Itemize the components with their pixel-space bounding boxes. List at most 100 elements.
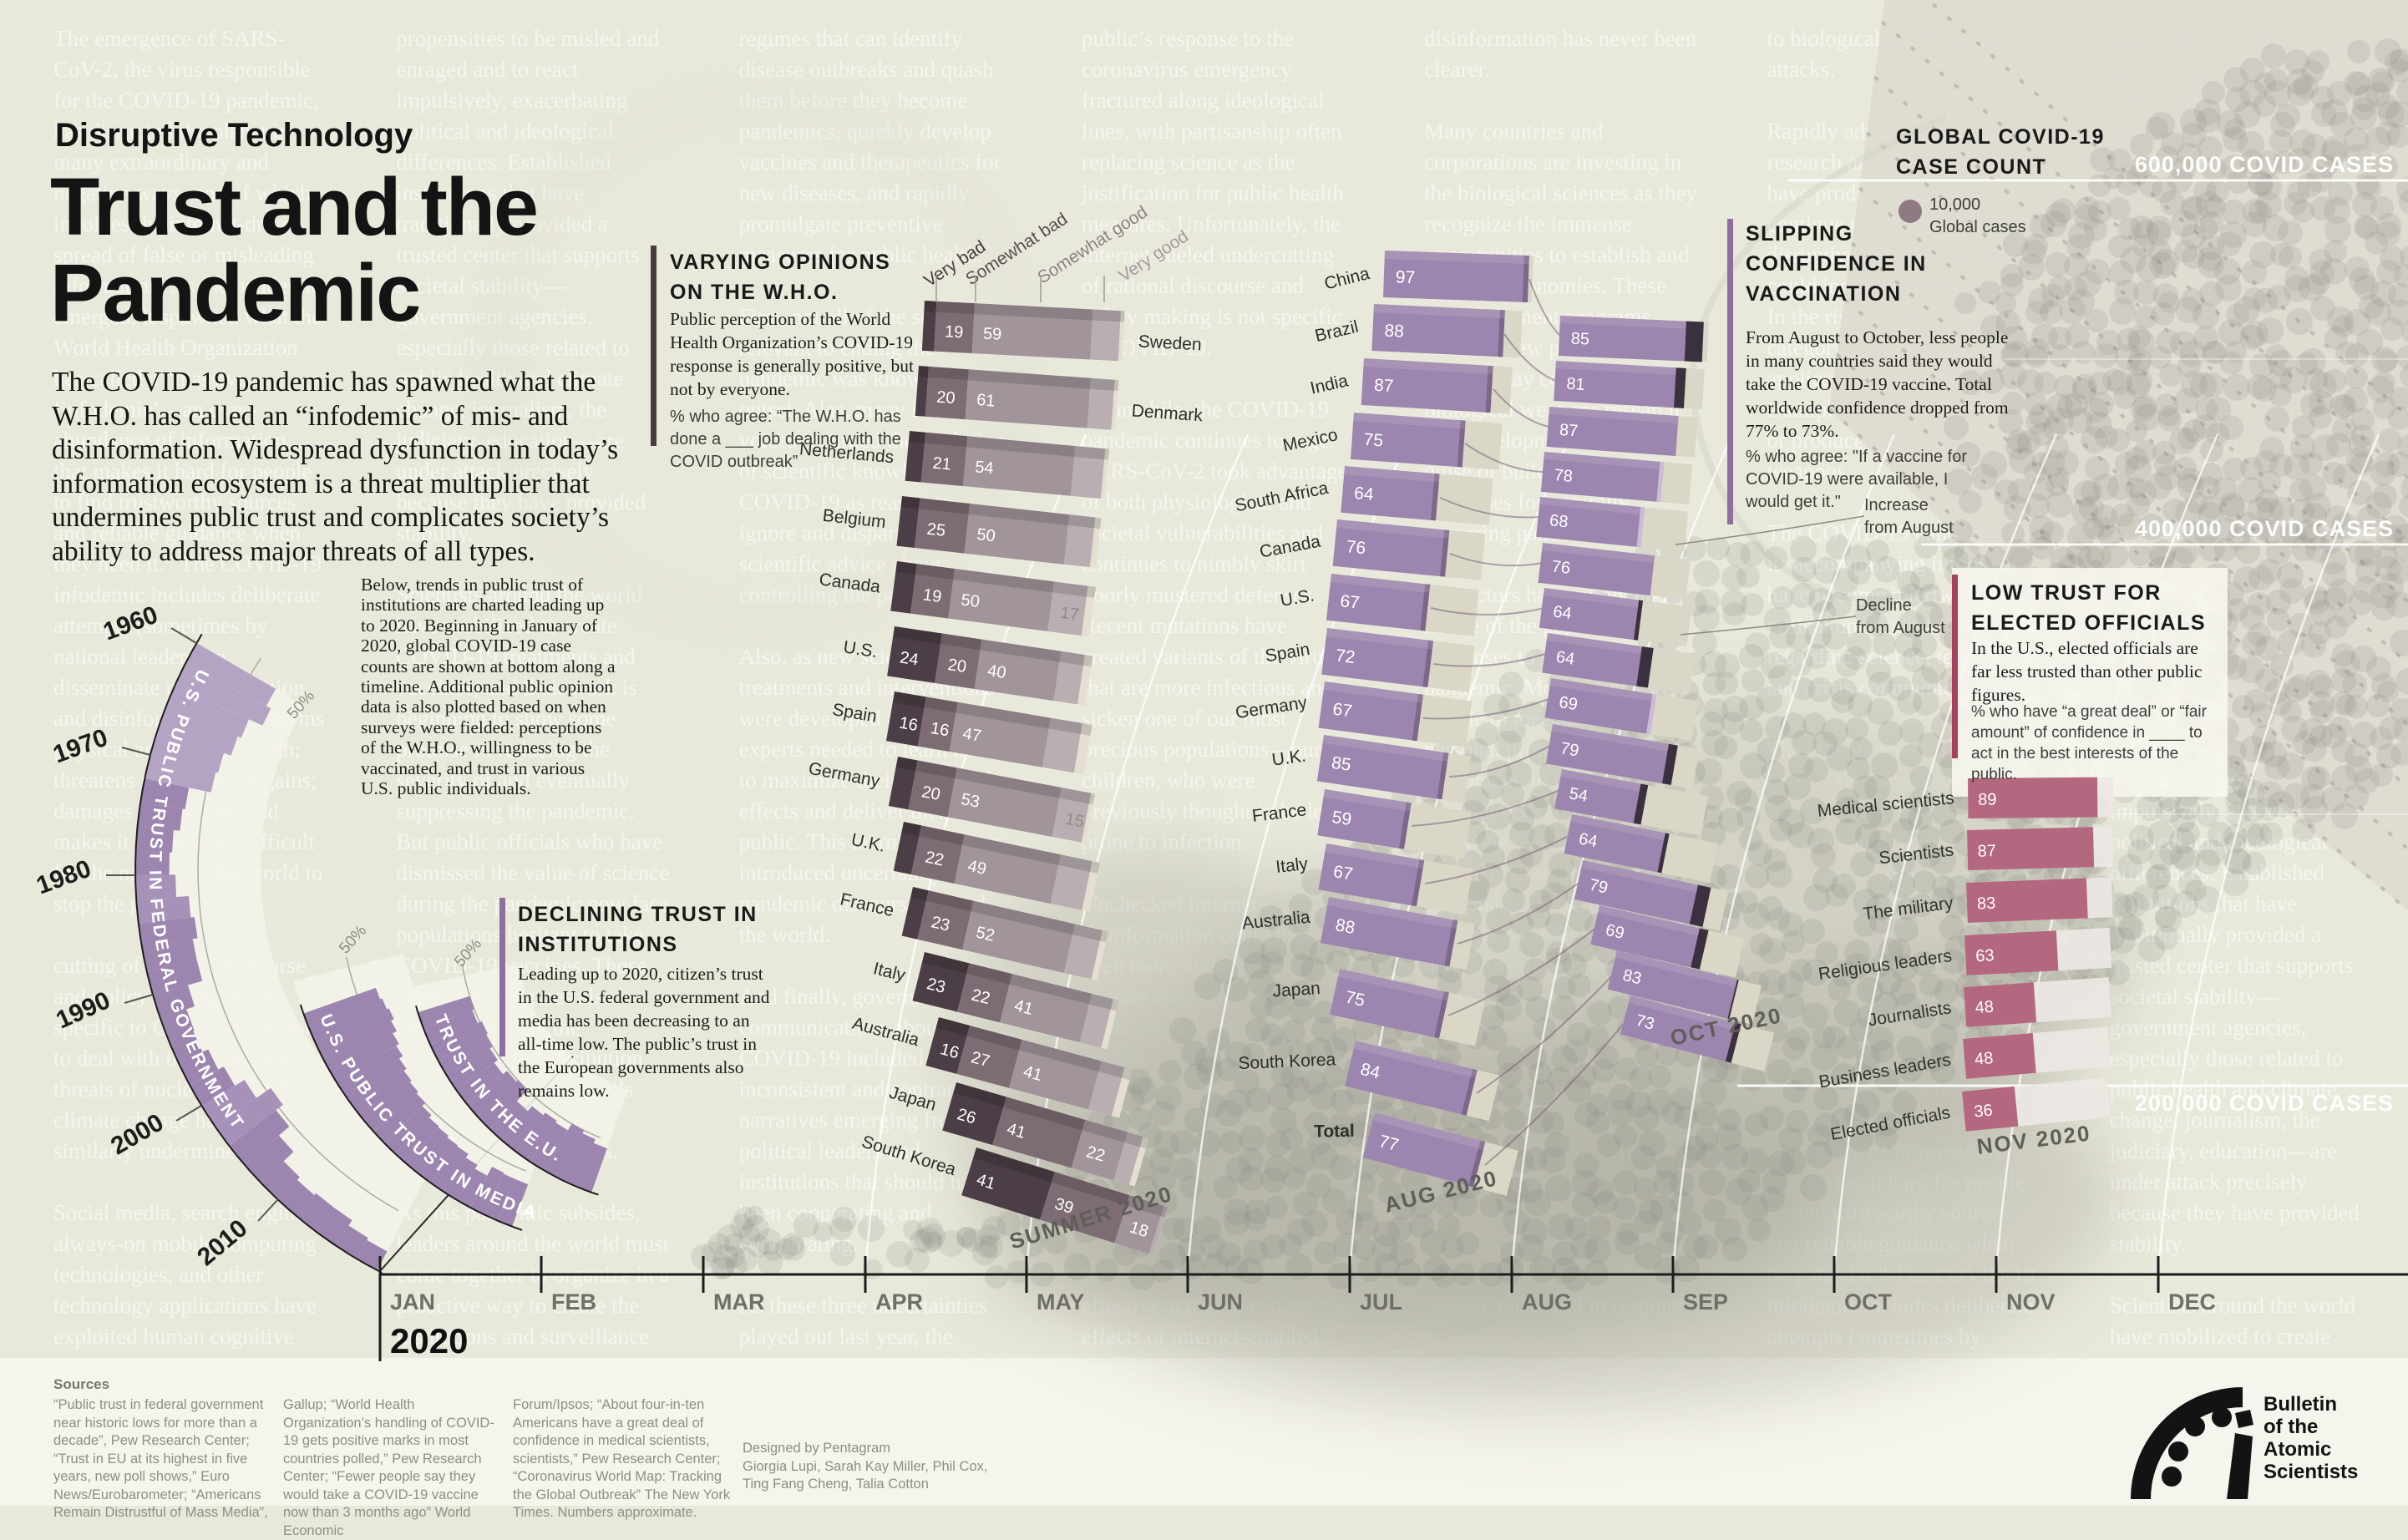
- svg-text:23: 23: [925, 975, 947, 997]
- svg-text:16: 16: [929, 719, 951, 740]
- svg-text:FEB: FEB: [551, 1289, 596, 1315]
- svg-text:64: 64: [1577, 829, 1599, 851]
- svg-text:78: 78: [1554, 466, 1574, 486]
- svg-text:NOV: NOV: [2006, 1289, 2056, 1315]
- svg-text:1990: 1990: [52, 986, 114, 1034]
- svg-text:50%: 50%: [336, 922, 370, 957]
- svg-text:52: 52: [974, 924, 996, 945]
- svg-text:19: 19: [922, 585, 943, 606]
- svg-text:24: 24: [899, 648, 920, 669]
- svg-text:Australia: Australia: [850, 1014, 921, 1051]
- svg-text:50: 50: [960, 590, 981, 611]
- svg-text:83: 83: [1621, 966, 1644, 989]
- svg-text:16: 16: [898, 714, 920, 735]
- svg-text:Sweden: Sweden: [1138, 332, 1202, 354]
- svg-text:48: 48: [1974, 1049, 1994, 1069]
- svg-text:53: 53: [960, 790, 981, 812]
- svg-text:20: 20: [920, 783, 942, 804]
- svg-text:89: 89: [1978, 791, 1996, 809]
- svg-text:Canada: Canada: [1258, 532, 1322, 562]
- svg-text:69: 69: [1604, 921, 1626, 943]
- svg-text:Germany: Germany: [1234, 693, 1309, 722]
- svg-text:72: 72: [1335, 646, 1356, 668]
- svg-text:63: 63: [1975, 946, 1995, 965]
- svg-text:1980: 1980: [33, 855, 94, 900]
- svg-text:76: 76: [1551, 557, 1572, 577]
- svg-text:64: 64: [1353, 484, 1375, 504]
- svg-text:64: 64: [1555, 648, 1576, 669]
- svg-text:76: 76: [1346, 537, 1366, 558]
- svg-text:China: China: [1322, 264, 1371, 294]
- svg-text:61: 61: [976, 391, 996, 411]
- svg-text:83: 83: [1977, 894, 1996, 914]
- svg-text:67: 67: [1339, 591, 1361, 612]
- svg-text:Spain: Spain: [1264, 640, 1311, 666]
- svg-text:75: 75: [1344, 988, 1367, 1011]
- svg-text:87: 87: [1373, 376, 1394, 396]
- svg-text:JUL: JUL: [1360, 1289, 1402, 1315]
- svg-text:67: 67: [1331, 700, 1353, 722]
- svg-text:21: 21: [932, 454, 952, 474]
- svg-text:Spain: Spain: [831, 700, 879, 727]
- svg-text:U.K.: U.K.: [849, 830, 887, 856]
- svg-text:79: 79: [1559, 739, 1580, 760]
- svg-text:1960: 1960: [99, 601, 161, 646]
- svg-text:France: France: [1251, 800, 1308, 826]
- svg-text:88: 88: [1384, 322, 1404, 342]
- svg-text:MAR: MAR: [713, 1289, 765, 1315]
- svg-text:75: 75: [1363, 430, 1384, 451]
- svg-text:79: 79: [1588, 876, 1610, 898]
- svg-text:2020: 2020: [390, 1321, 468, 1360]
- svg-text:U.S.: U.S.: [842, 637, 879, 661]
- svg-text:India: India: [1309, 371, 1351, 398]
- svg-text:40: 40: [986, 661, 1007, 682]
- svg-text:20: 20: [946, 656, 967, 676]
- svg-text:67: 67: [1332, 862, 1355, 884]
- svg-text:Japan: Japan: [1272, 979, 1321, 1001]
- svg-text:54: 54: [974, 458, 994, 478]
- svg-text:87: 87: [1977, 842, 1996, 861]
- svg-text:59: 59: [1331, 808, 1353, 829]
- svg-text:Japan: Japan: [887, 1083, 938, 1115]
- svg-text:AUG: AUG: [1522, 1289, 1572, 1315]
- svg-text:U.K.: U.K.: [1270, 746, 1307, 769]
- svg-text:85: 85: [1331, 753, 1352, 775]
- svg-text:Very good: Very good: [1115, 226, 1192, 286]
- svg-text:73: 73: [1634, 1011, 1656, 1034]
- svg-text:Denmark: Denmark: [1131, 401, 1204, 425]
- svg-text:25: 25: [926, 520, 947, 540]
- svg-text:400,000 COVID CASES: 400,000 COVID CASES: [2135, 516, 2394, 541]
- svg-text:19: 19: [945, 322, 964, 342]
- svg-text:Italy: Italy: [1275, 854, 1309, 877]
- svg-text:600,000 COVID CASES: 600,000 COVID CASES: [2135, 152, 2394, 177]
- svg-text:59: 59: [982, 325, 1001, 344]
- svg-text:MAY: MAY: [1037, 1289, 1085, 1315]
- svg-text:Belgium: Belgium: [822, 506, 887, 532]
- svg-text:DEC: DEC: [2168, 1289, 2216, 1315]
- svg-text:15: 15: [1064, 810, 1086, 832]
- svg-text:85: 85: [1570, 330, 1589, 349]
- svg-text:APR: APR: [875, 1289, 923, 1315]
- svg-text:88: 88: [1334, 915, 1356, 938]
- svg-text:22: 22: [924, 848, 945, 869]
- svg-text:97: 97: [1395, 267, 1415, 287]
- svg-text:2010: 2010: [192, 1214, 252, 1271]
- svg-text:49: 49: [966, 857, 988, 879]
- svg-text:22: 22: [970, 985, 992, 1008]
- svg-text:84: 84: [1358, 1060, 1381, 1083]
- svg-text:20: 20: [936, 388, 956, 408]
- svg-text:200,000 COVID CASES: 200,000 COVID CASES: [2135, 1091, 2394, 1116]
- svg-text:France: France: [839, 889, 896, 920]
- svg-text:JUN: JUN: [1198, 1289, 1243, 1315]
- svg-text:Brazil: Brazil: [1313, 317, 1360, 346]
- svg-text:South Africa: South Africa: [1234, 479, 1331, 516]
- svg-text:Italy: Italy: [871, 959, 907, 985]
- svg-text:41: 41: [1012, 996, 1035, 1019]
- svg-text:South Korea: South Korea: [1238, 1050, 1336, 1073]
- svg-text:JAN: JAN: [390, 1289, 435, 1315]
- svg-text:68: 68: [1549, 511, 1569, 531]
- svg-text:Total: Total: [1314, 1122, 1355, 1142]
- svg-text:48: 48: [1975, 998, 1995, 1017]
- svg-text:81: 81: [1566, 375, 1585, 394]
- svg-text:SEP: SEP: [1683, 1289, 1728, 1315]
